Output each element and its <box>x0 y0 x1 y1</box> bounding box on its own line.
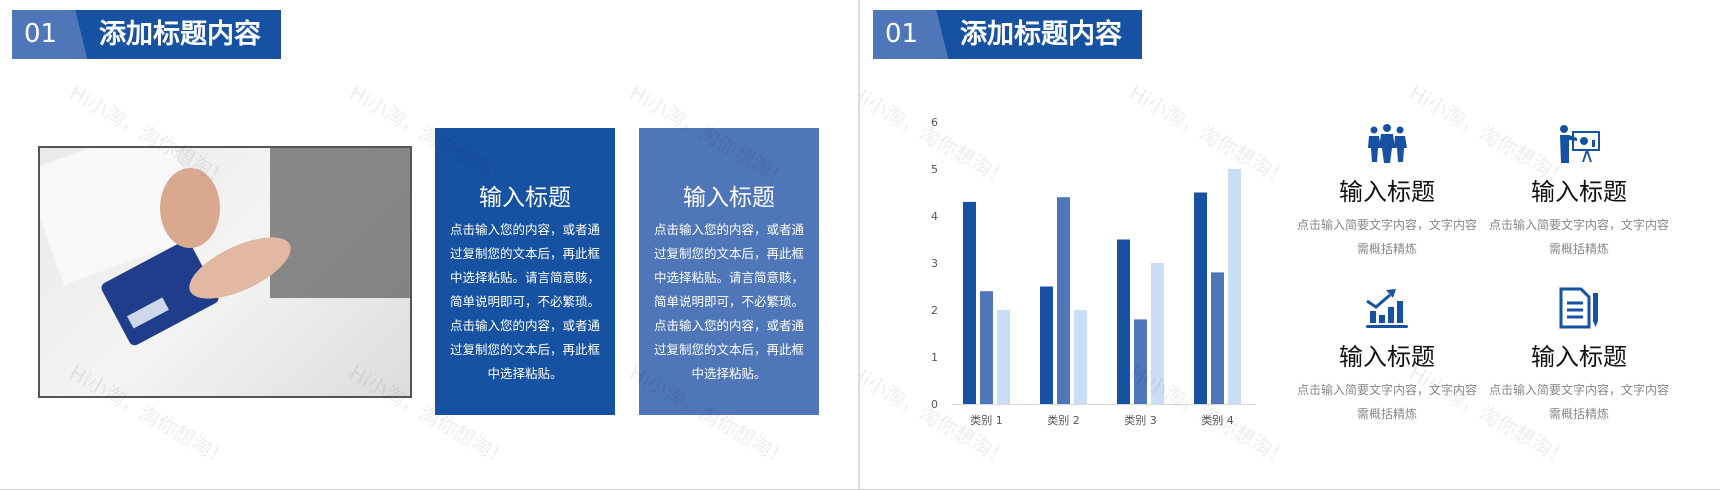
y-tick-label: 2 <box>931 304 938 317</box>
slide-1: 01 添加标题内容 输入标题 点击输入您的内容，或者通过复制您的文本后，再此框中… <box>0 0 858 490</box>
bar <box>1040 286 1053 404</box>
bar <box>1228 169 1241 404</box>
bar <box>1074 310 1087 404</box>
bar <box>1211 272 1224 404</box>
bar <box>980 291 993 404</box>
slide-2: 01 添加标题内容 0 1 2 3 4 5 6 类别 1 类别 2 类别 3 类别 4 输入标题 点… <box>860 0 1720 490</box>
bar <box>963 201 976 404</box>
y-tick-label: 5 <box>931 163 938 176</box>
bar-chart: 0 1 2 3 4 5 6 类别 1 类别 2 类别 3 类别 4 <box>931 116 1256 427</box>
growth-chart-icon <box>1292 287 1482 329</box>
x-tick-label: 类别 3 <box>1124 413 1157 427</box>
y-tick-label: 3 <box>931 257 938 270</box>
section-number: 01 <box>12 10 87 59</box>
feature-desc[interactable]: 点击输入简要文字内容，文字内容需概括精炼 <box>1488 383 1669 421</box>
feature-item: 输入标题 点击输入简要文字内容，文字内容需概括精炼 <box>1484 287 1674 426</box>
feature-title[interactable]: 输入标题 <box>1339 178 1435 206</box>
section-header: 01 添加标题内容 <box>873 10 1142 59</box>
presentation-icon <box>1484 122 1674 164</box>
y-tick-label: 4 <box>931 210 938 223</box>
card-body[interactable]: 点击输入您的内容，或者通过复制您的文本后，再此框中选择粘贴。请言简意赅，简单说明… <box>449 222 600 381</box>
y-tick-label: 6 <box>931 116 938 129</box>
bar <box>1057 197 1070 404</box>
calculator-photo <box>38 146 412 398</box>
feature-desc[interactable]: 点击输入简要文字内容，文字内容需概括精炼 <box>1296 218 1477 256</box>
section-title[interactable]: 添加标题内容 <box>936 10 1142 59</box>
x-tick-label: 类别 2 <box>1047 413 1080 427</box>
section-header: 01 添加标题内容 <box>12 10 281 59</box>
feature-title[interactable]: 输入标题 <box>1531 343 1627 371</box>
slide-divider <box>858 0 860 490</box>
document-pen-icon <box>1484 287 1674 329</box>
x-tick-label: 类别 4 <box>1201 413 1234 427</box>
x-tick-label: 类别 1 <box>970 413 1003 427</box>
feature-title[interactable]: 输入标题 <box>1531 178 1627 206</box>
team-icon <box>1292 122 1482 164</box>
feature-item: 输入标题 点击输入简要文字内容，文字内容需概括精炼 <box>1292 122 1482 261</box>
y-tick-label: 1 <box>931 351 938 364</box>
feature-desc[interactable]: 点击输入简要文字内容，文字内容需概括精炼 <box>1488 218 1669 256</box>
feature-item: 输入标题 点击输入简要文字内容，文字内容需概括精炼 <box>1292 287 1482 426</box>
card-body[interactable]: 点击输入您的内容，或者通过复制您的文本后，再此框中选择粘贴。请言简意赅，简单说明… <box>653 222 804 381</box>
bar <box>1194 192 1207 404</box>
section-title[interactable]: 添加标题内容 <box>75 10 281 59</box>
feature-desc[interactable]: 点击输入简要文字内容，文字内容需概括精炼 <box>1296 383 1477 421</box>
feature-title[interactable]: 输入标题 <box>1339 343 1435 371</box>
card-title[interactable]: 输入标题 <box>683 185 775 211</box>
bar <box>997 310 1010 404</box>
feature-item: 输入标题 点击输入简要文字内容，文字内容需概括精炼 <box>1484 122 1674 261</box>
info-card: 输入标题 点击输入您的内容，或者通过复制您的文本后，再此框中选择粘贴。请言简意赅… <box>639 128 819 415</box>
bar <box>1117 239 1130 404</box>
y-tick-label: 0 <box>931 398 938 411</box>
bar <box>1151 263 1164 404</box>
section-number: 01 <box>873 10 948 59</box>
calculator-photo-icon <box>40 148 410 346</box>
info-card: 输入标题 点击输入您的内容，或者通过复制您的文本后，再此框中选择粘贴。请言简意赅… <box>435 128 615 415</box>
bar <box>1134 319 1147 404</box>
card-title[interactable]: 输入标题 <box>479 185 571 211</box>
